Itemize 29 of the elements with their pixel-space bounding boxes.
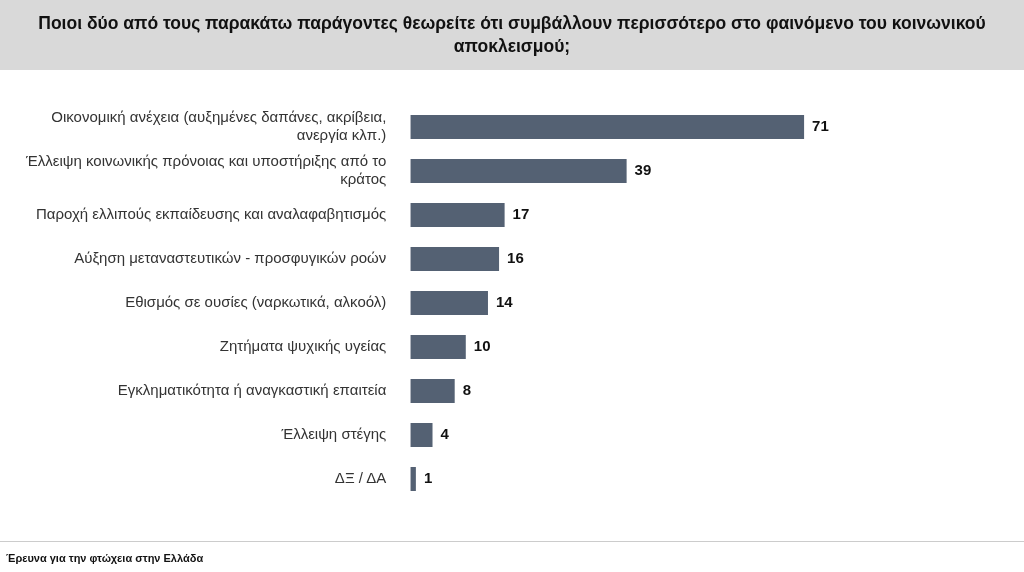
data-label: 39 <box>634 161 652 179</box>
data-label: 17 <box>512 205 530 223</box>
data-label: 1 <box>423 469 433 487</box>
data-label: 71 <box>812 117 829 135</box>
y-tick-label: Έλλειψη κοινωνικής πρόνοιας και υποστήριξης από το κράτος <box>24 152 387 188</box>
data-label: 16 <box>507 249 524 267</box>
y-tick-label: Οικονομική ανέχεια (αυξημένες δαπάνες, ακρίβεια, ανεργία κλπ.) <box>51 108 387 144</box>
bar <box>410 202 505 228</box>
data-label: 10 <box>473 337 491 355</box>
bar <box>410 158 627 184</box>
bar <box>410 334 466 360</box>
bar <box>410 290 488 316</box>
text: Έρευνα για την φτώχεια στην Ελλάδα <box>6 552 204 564</box>
y-tick-label: Παροχή ελλιπούς εκπαίδευσης και αναλαφαβητισμός <box>35 205 387 223</box>
bar <box>410 466 416 492</box>
bar <box>410 114 805 140</box>
y-tick-label: Εθισμός σε ουσίες (ναρκωτικά, αλκοόλ) <box>125 293 387 311</box>
y-tick-label: ΔΞ / ΔΑ <box>334 469 387 487</box>
data-label: 8 <box>462 381 472 399</box>
data-label: 4 <box>440 425 450 443</box>
y-tick-label: Εγκληματικότητα ή αναγκαστική επαιτεία <box>117 381 387 399</box>
y-tick-label: Αύξηση μεταναστευτικών - προσφυγικών ροών <box>74 249 387 267</box>
bar <box>410 422 433 448</box>
data-label: 14 <box>495 293 514 311</box>
bar <box>410 246 500 272</box>
y-tick-label: Ζητήματα ψυχικής υγείας <box>219 337 387 355</box>
chart-title: Ποιοι δύο από τους παρακάτω παράγοντες θεωρείτε ότι συμβάλλουν περισσότερο στο φαινόμενο του κοινωνικού αποκλεισμού; <box>0 0 1024 70</box>
y-tick-label: Έλλειψη στέγης <box>280 425 387 443</box>
bar <box>410 378 455 404</box>
